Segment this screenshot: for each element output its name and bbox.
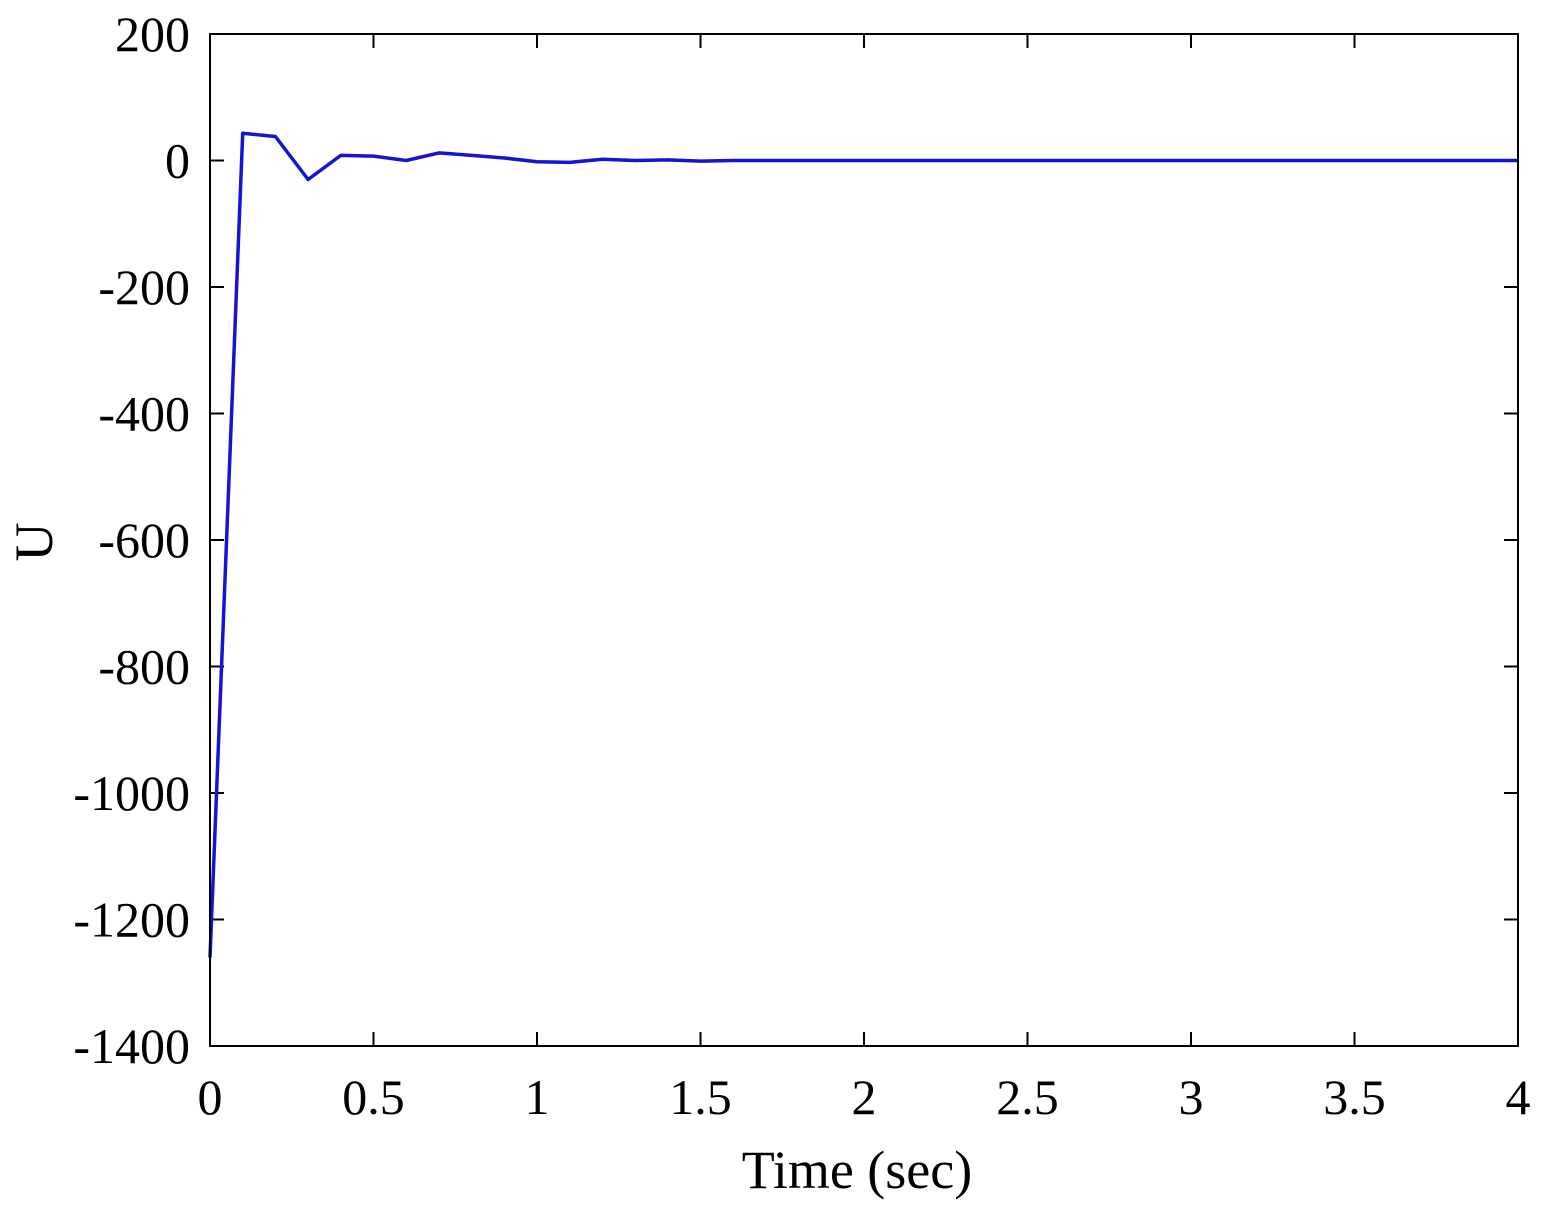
- axes-box: [209, 33, 1519, 1047]
- series-line: [208, 131, 1518, 958]
- y-tick-label: -1200: [73, 892, 190, 948]
- plot-area: [210, 34, 1518, 1046]
- x-tick-label: 0: [198, 1069, 223, 1125]
- x-tick-label: 4: [1506, 1069, 1531, 1125]
- x-tick-label: 2.5: [996, 1069, 1059, 1125]
- x-axis-label: Time (sec): [742, 1140, 972, 1200]
- series-layer: [208, 131, 1518, 958]
- y-tick-label: -1400: [73, 1018, 190, 1074]
- x-tick-labels: 0 0.5 1 1.5 2 2.5 3 3.5 4: [198, 1069, 1531, 1125]
- x-tick-label: 3: [1179, 1069, 1204, 1125]
- x-tick-label: 0.5: [342, 1069, 405, 1125]
- y-tick-label: 200: [115, 6, 190, 62]
- y-axis-label: U: [4, 523, 64, 562]
- y-tick-labels: -1400 -1200 -1000 -800 -600 -400 -200 0 200: [73, 6, 190, 1074]
- y-tick-label: -800: [98, 639, 190, 695]
- y-tick-label: -200: [98, 259, 190, 315]
- y-tick-label: -1000: [73, 765, 190, 821]
- x-tick-label: 2: [852, 1069, 877, 1125]
- x-tick-label: 1: [525, 1069, 550, 1125]
- y-tick-label: -600: [98, 512, 190, 568]
- y-tick-label: -400: [98, 386, 190, 442]
- x-tick-label: 3.5: [1323, 1069, 1386, 1125]
- x-tick-label: 1.5: [669, 1069, 732, 1125]
- y-tick-label: 0: [165, 133, 190, 189]
